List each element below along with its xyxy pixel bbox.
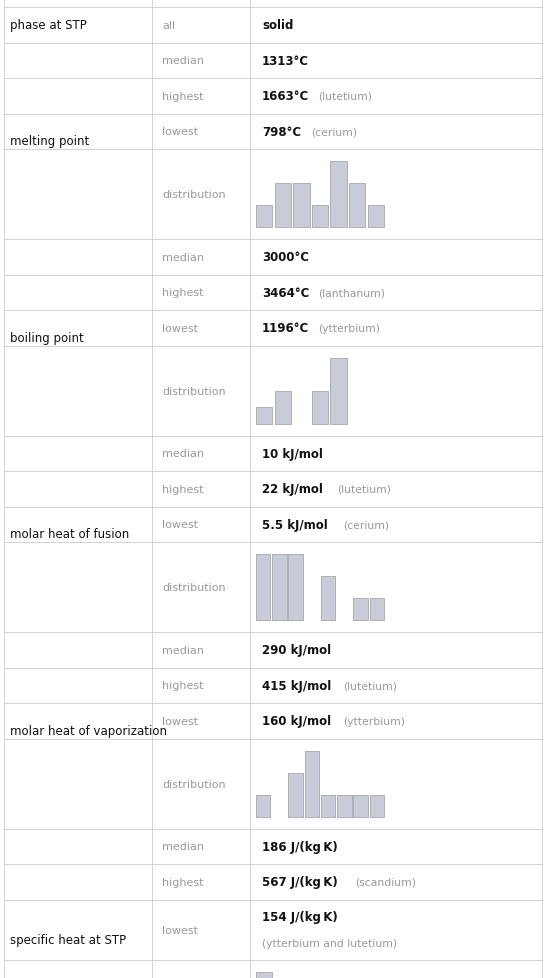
Text: lowest: lowest bbox=[162, 519, 198, 530]
Text: highest: highest bbox=[162, 484, 204, 494]
Text: median: median bbox=[162, 56, 204, 67]
Bar bbox=[256, 795, 270, 817]
Text: distribution: distribution bbox=[162, 386, 225, 396]
Text: (lutetium): (lutetium) bbox=[343, 681, 397, 690]
Bar bbox=[330, 161, 347, 228]
Text: 160 kJ/mol: 160 kJ/mol bbox=[262, 715, 331, 728]
Text: (lanthanum): (lanthanum) bbox=[318, 288, 385, 298]
Text: 22 kJ/mol: 22 kJ/mol bbox=[262, 483, 323, 496]
Bar bbox=[312, 391, 328, 424]
Text: molar heat of fusion: molar heat of fusion bbox=[10, 528, 129, 541]
Text: solid: solid bbox=[262, 20, 293, 32]
Text: median: median bbox=[162, 841, 204, 852]
Text: (cerium): (cerium) bbox=[312, 127, 358, 137]
Text: highest: highest bbox=[162, 877, 204, 887]
Text: (scandium): (scandium) bbox=[355, 877, 417, 887]
Bar bbox=[256, 205, 272, 228]
Bar bbox=[288, 773, 303, 817]
Bar bbox=[370, 599, 384, 620]
Text: lowest: lowest bbox=[162, 924, 198, 935]
Text: 5.5 kJ/mol: 5.5 kJ/mol bbox=[262, 518, 328, 531]
Bar bbox=[288, 555, 303, 620]
Text: boiling point: boiling point bbox=[10, 332, 84, 344]
Text: distribution: distribution bbox=[162, 778, 225, 788]
Bar bbox=[275, 391, 291, 424]
Text: 1313°C: 1313°C bbox=[262, 55, 309, 67]
Bar bbox=[275, 184, 291, 228]
Text: median: median bbox=[162, 449, 204, 459]
Text: highest: highest bbox=[162, 681, 204, 690]
Text: 3000°C: 3000°C bbox=[262, 251, 309, 264]
Bar bbox=[256, 408, 272, 424]
Text: (ytterbium): (ytterbium) bbox=[318, 324, 380, 333]
Bar bbox=[256, 971, 272, 978]
Text: distribution: distribution bbox=[162, 583, 225, 593]
Bar bbox=[370, 795, 384, 817]
Bar bbox=[367, 205, 384, 228]
Text: 1196°C: 1196°C bbox=[262, 322, 309, 334]
Text: (ytterbium and lutetium): (ytterbium and lutetium) bbox=[262, 938, 397, 948]
Text: phase at STP: phase at STP bbox=[10, 20, 87, 32]
Text: lowest: lowest bbox=[162, 127, 198, 137]
Text: 415 kJ/mol: 415 kJ/mol bbox=[262, 679, 331, 692]
Bar bbox=[293, 184, 310, 228]
Text: median: median bbox=[162, 645, 204, 655]
Text: 10 kJ/mol: 10 kJ/mol bbox=[262, 447, 323, 461]
Text: (cerium): (cerium) bbox=[343, 519, 389, 530]
Text: 567 J/(kg K): 567 J/(kg K) bbox=[262, 875, 338, 888]
Text: highest: highest bbox=[162, 92, 204, 102]
Text: lowest: lowest bbox=[162, 324, 198, 333]
Text: 798°C: 798°C bbox=[262, 125, 301, 139]
Bar bbox=[353, 795, 368, 817]
Text: melting point: melting point bbox=[10, 135, 89, 148]
Bar bbox=[321, 576, 335, 620]
Text: 154 J/(kg K): 154 J/(kg K) bbox=[262, 910, 338, 923]
Bar bbox=[272, 555, 287, 620]
Text: 186 J/(kg K): 186 J/(kg K) bbox=[262, 840, 338, 853]
Text: (ytterbium): (ytterbium) bbox=[343, 716, 405, 726]
Text: lowest: lowest bbox=[162, 716, 198, 726]
Bar bbox=[353, 599, 368, 620]
Text: molar heat of vaporization: molar heat of vaporization bbox=[10, 724, 167, 737]
Bar bbox=[312, 205, 328, 228]
Bar bbox=[337, 795, 352, 817]
Bar bbox=[305, 751, 319, 817]
Text: all: all bbox=[162, 21, 175, 30]
Text: median: median bbox=[162, 252, 204, 262]
Bar bbox=[321, 795, 335, 817]
Text: specific heat at STP: specific heat at STP bbox=[10, 933, 126, 946]
Text: (lutetium): (lutetium) bbox=[337, 484, 391, 494]
Bar bbox=[330, 358, 347, 424]
Bar bbox=[256, 555, 270, 620]
Bar bbox=[349, 184, 365, 228]
Text: 3464°C: 3464°C bbox=[262, 287, 310, 299]
Text: 1663°C: 1663°C bbox=[262, 90, 309, 103]
Text: (lutetium): (lutetium) bbox=[318, 92, 372, 102]
Text: distribution: distribution bbox=[162, 190, 225, 200]
Text: highest: highest bbox=[162, 288, 204, 298]
Text: 290 kJ/mol: 290 kJ/mol bbox=[262, 644, 331, 656]
